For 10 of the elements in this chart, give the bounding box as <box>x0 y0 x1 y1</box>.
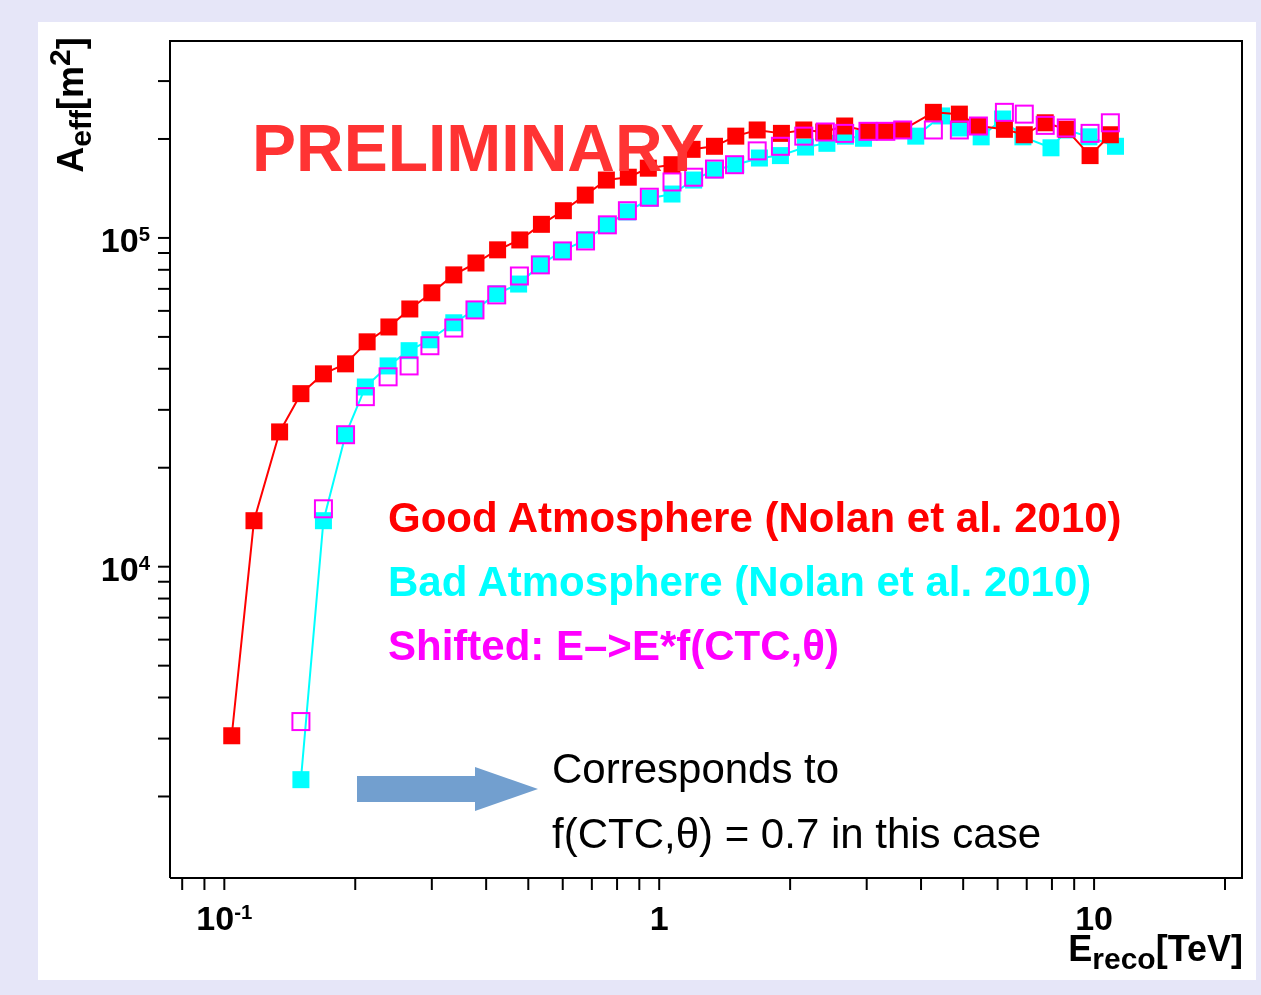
annotation: Corresponds to <box>552 745 840 793</box>
series-label: Bad Atmosphere (Nolan et al. 2010) <box>388 557 1093 607</box>
y-tick-label: 10$^{5}$ <box>100 220 150 259</box>
annotation: f(CTC,θ) = 0.7 in this case <box>552 810 1042 858</box>
x-tick-label: 1 <box>649 899 669 937</box>
x-tick-label: 10$^{-1}$ <box>196 899 253 937</box>
annotation: PRELIMINARY <box>252 110 705 186</box>
text: Good Atmosphere (Nolan et al. 2010) <box>388 493 1123 543</box>
text: Shifted: E–>E*f(CTC,θ) <box>388 621 840 671</box>
y-tick-label: 10$^{4}$ <box>100 549 151 588</box>
